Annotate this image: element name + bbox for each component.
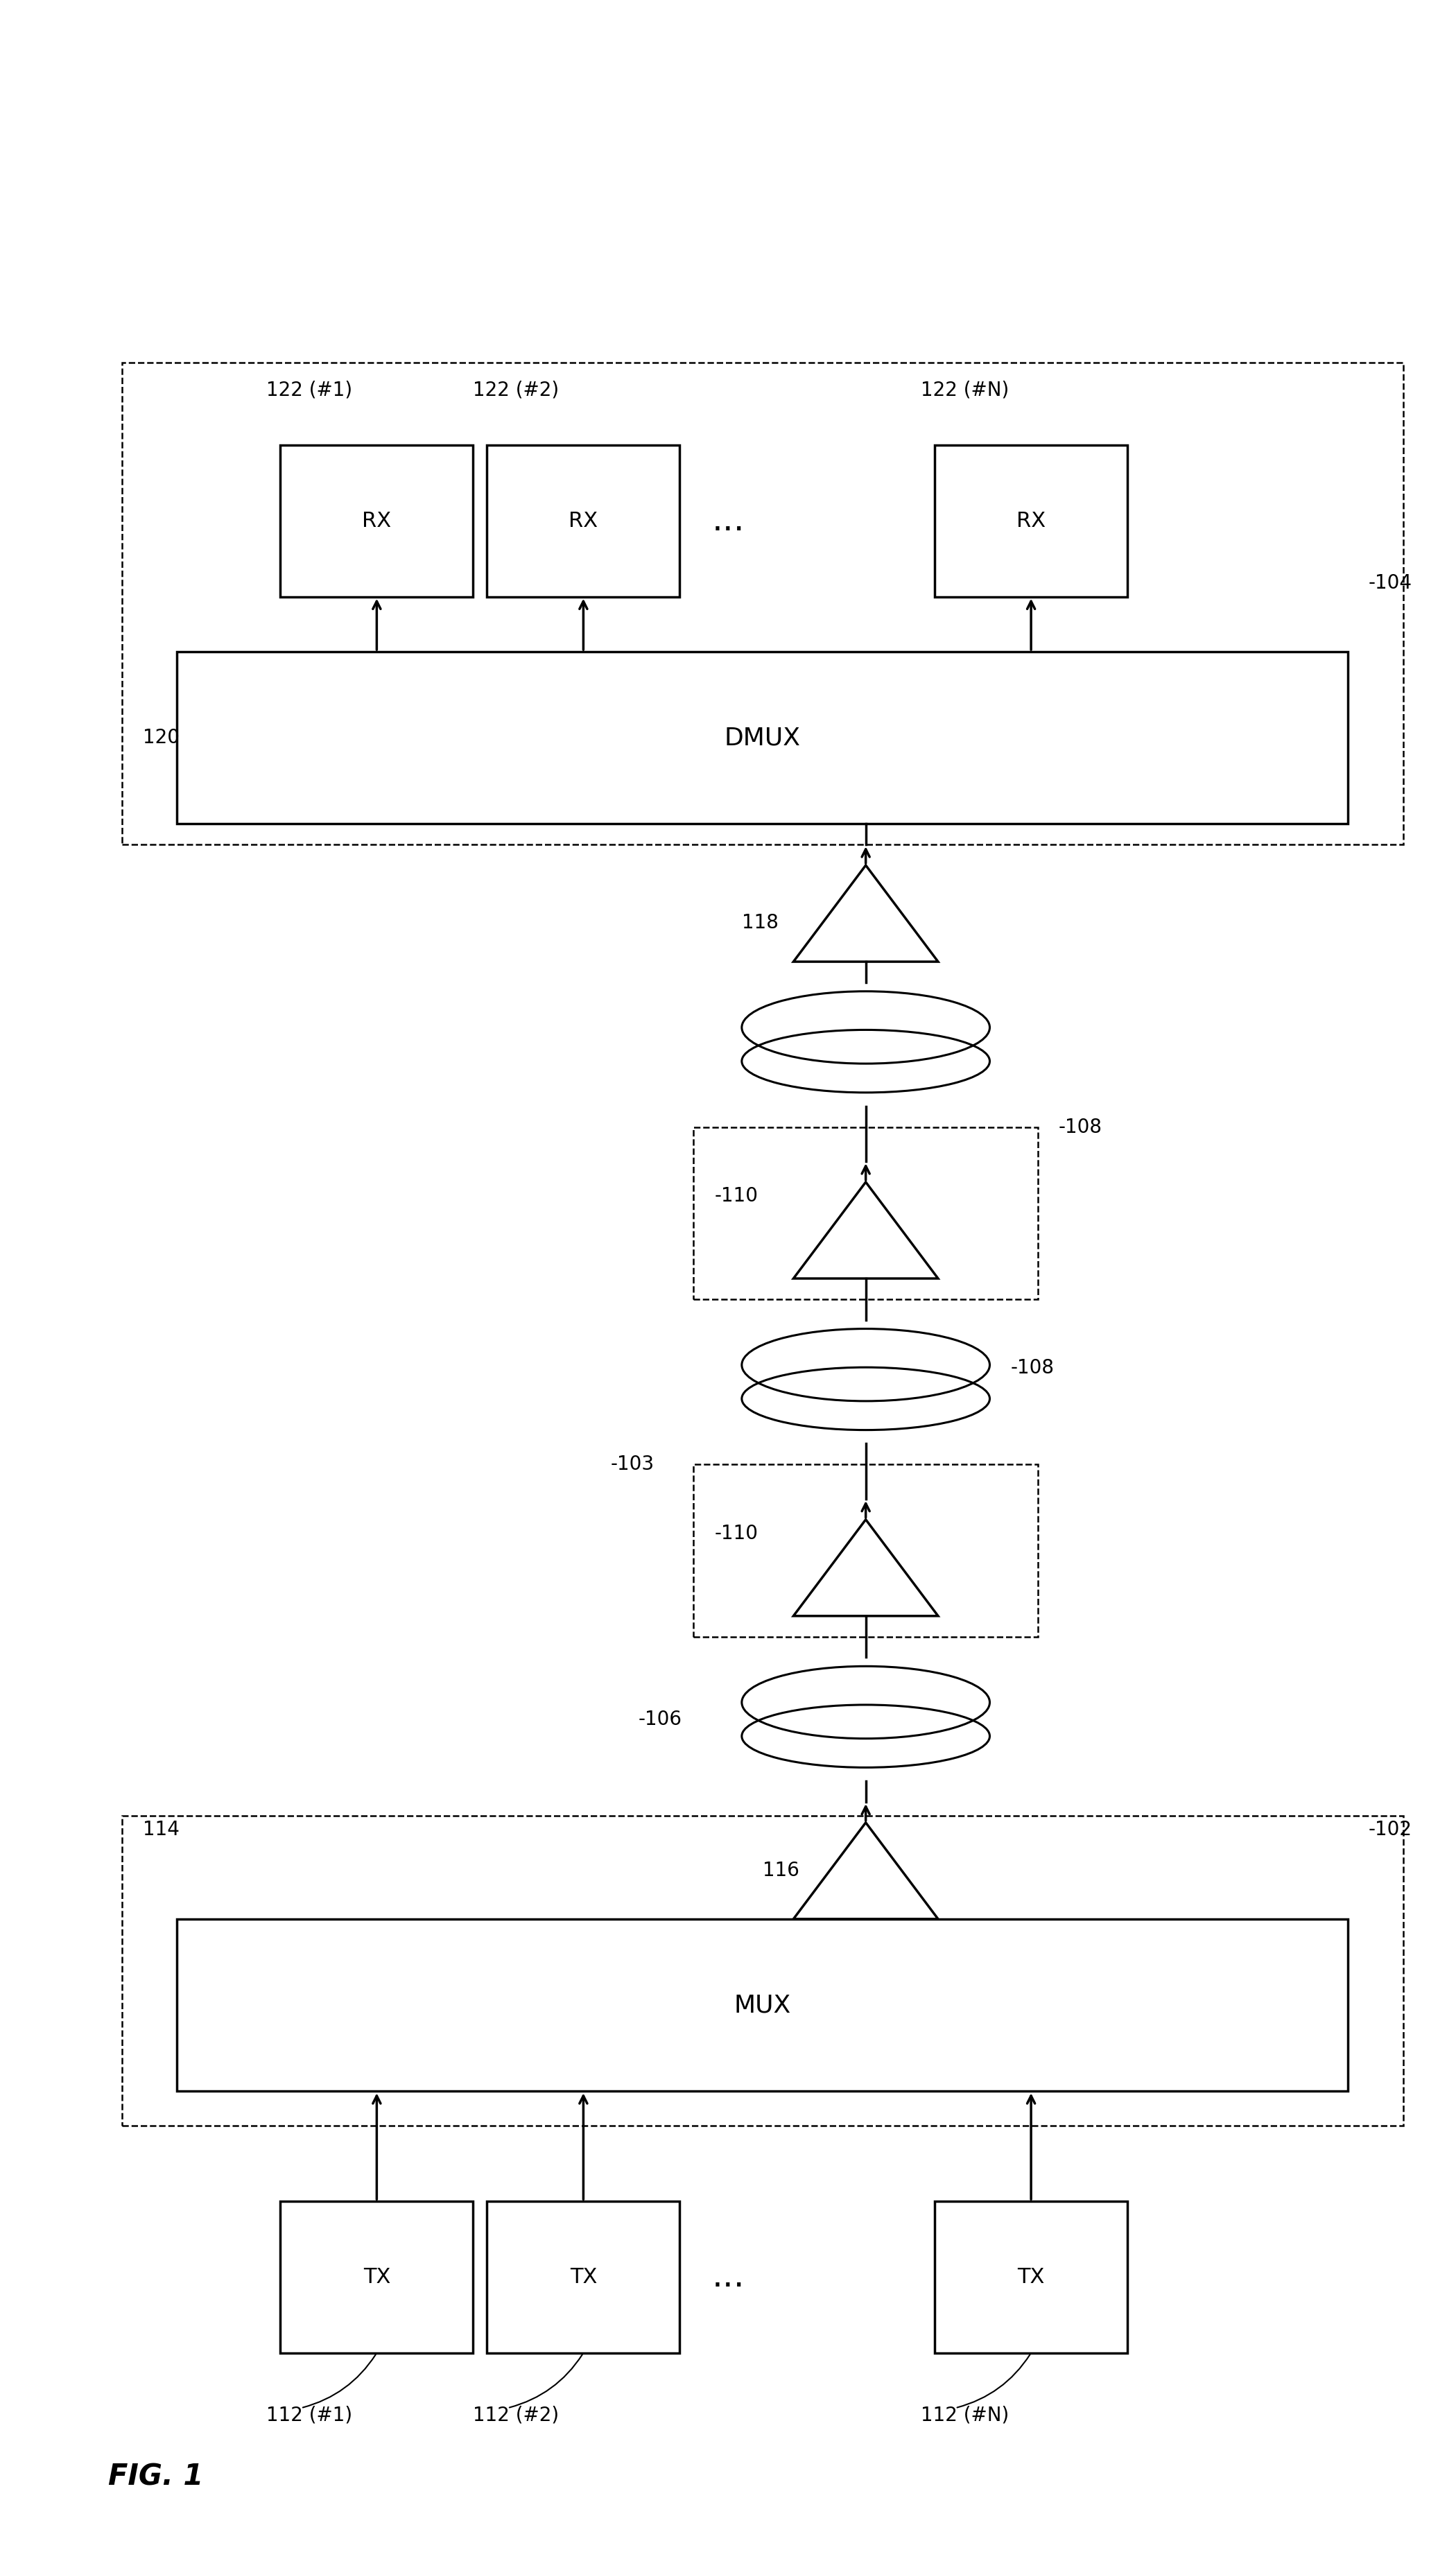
Bar bbox=[486, 2201, 680, 2352]
Bar bbox=[281, 2201, 473, 2352]
Text: 112 (#1): 112 (#1) bbox=[266, 2406, 352, 2424]
Text: MUX: MUX bbox=[734, 1993, 791, 2016]
Text: DMUX: DMUX bbox=[724, 727, 801, 750]
Text: -106: -106 bbox=[639, 1710, 683, 1728]
Text: RX: RX bbox=[569, 511, 598, 532]
Text: 122 (#2): 122 (#2) bbox=[473, 380, 559, 401]
Bar bbox=[122, 1816, 1404, 2126]
Text: 112 (#2): 112 (#2) bbox=[473, 2406, 559, 2424]
Text: FIG. 1: FIG. 1 bbox=[108, 2463, 204, 2491]
Text: -110: -110 bbox=[715, 1523, 759, 1543]
Text: RX: RX bbox=[1016, 511, 1045, 532]
Bar bbox=[122, 362, 1404, 845]
Text: -110: -110 bbox=[715, 1186, 759, 1204]
Bar bbox=[178, 652, 1348, 824]
Text: -103: -103 bbox=[612, 1453, 655, 1474]
Text: 118: 118 bbox=[741, 914, 779, 932]
Bar bbox=[693, 1127, 1038, 1299]
Text: TX: TX bbox=[1018, 2268, 1045, 2288]
Text: 112 (#N): 112 (#N) bbox=[920, 2406, 1009, 2424]
Bar bbox=[178, 1918, 1348, 2090]
Text: -108: -108 bbox=[1010, 1358, 1054, 1376]
Text: ...: ... bbox=[712, 2260, 744, 2293]
Text: TX: TX bbox=[569, 2268, 597, 2288]
Text: TX: TX bbox=[363, 2268, 390, 2288]
Text: -102: -102 bbox=[1369, 1821, 1412, 1839]
Text: 120: 120 bbox=[143, 729, 179, 747]
Bar bbox=[281, 444, 473, 596]
Text: 116: 116 bbox=[763, 1862, 799, 1880]
Bar bbox=[693, 1464, 1038, 1636]
Bar bbox=[935, 2201, 1127, 2352]
Text: 122 (#1): 122 (#1) bbox=[266, 380, 352, 401]
Bar bbox=[486, 444, 680, 596]
Text: 114: 114 bbox=[143, 1821, 179, 1839]
Bar bbox=[935, 444, 1127, 596]
Text: ...: ... bbox=[712, 503, 744, 537]
Text: RX: RX bbox=[363, 511, 392, 532]
Text: -108: -108 bbox=[1059, 1117, 1102, 1138]
Text: 122 (#N): 122 (#N) bbox=[920, 380, 1009, 401]
Text: -104: -104 bbox=[1369, 573, 1412, 593]
